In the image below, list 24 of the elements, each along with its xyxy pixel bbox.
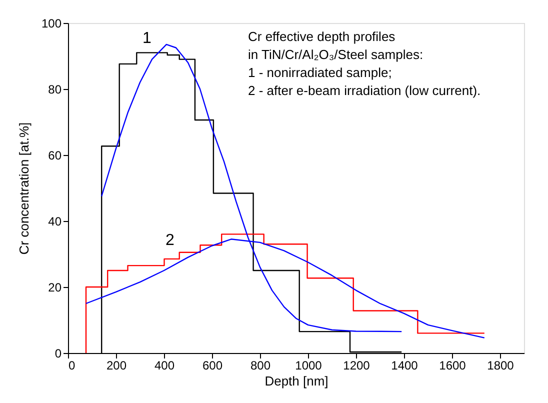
x-axis-title: Depth [nm] [264, 374, 328, 388]
x-tick-label: 1000 [295, 358, 322, 372]
annotation: in TiN/Cr/Al₂O₃/Steel samples: [248, 47, 424, 62]
x-tick-label: 400 [154, 358, 175, 372]
annotation: 1 [142, 30, 152, 47]
y-tick-label: 80 [48, 82, 62, 96]
x-tick-label: 1400 [391, 358, 418, 372]
x-tick-label: 1600 [439, 358, 466, 372]
y-tick-label: 20 [48, 280, 62, 294]
annotation: 2 - after e-beam irradiation (low current). [248, 83, 481, 98]
y-tick-label: 0 [54, 346, 62, 360]
x-tick-label: 200 [106, 358, 127, 372]
x-tick-label: 600 [202, 358, 223, 372]
y-tick-label: 60 [48, 148, 62, 162]
annotation: 1 - nonirradiated sample; [248, 65, 392, 80]
x-tick-label: 1200 [343, 358, 370, 372]
y-axis-title: Cr concentration [at.%] [16, 122, 32, 255]
y-tick-label: 100 [41, 16, 62, 30]
annotation: 2 [166, 232, 175, 249]
annotation: Cr effective depth profiles [248, 29, 396, 44]
x-tick-label: 800 [250, 358, 271, 372]
x-tick-label: 1800 [487, 358, 514, 372]
x-tick-label: 0 [68, 358, 76, 372]
y-tick-label: 40 [48, 214, 62, 228]
